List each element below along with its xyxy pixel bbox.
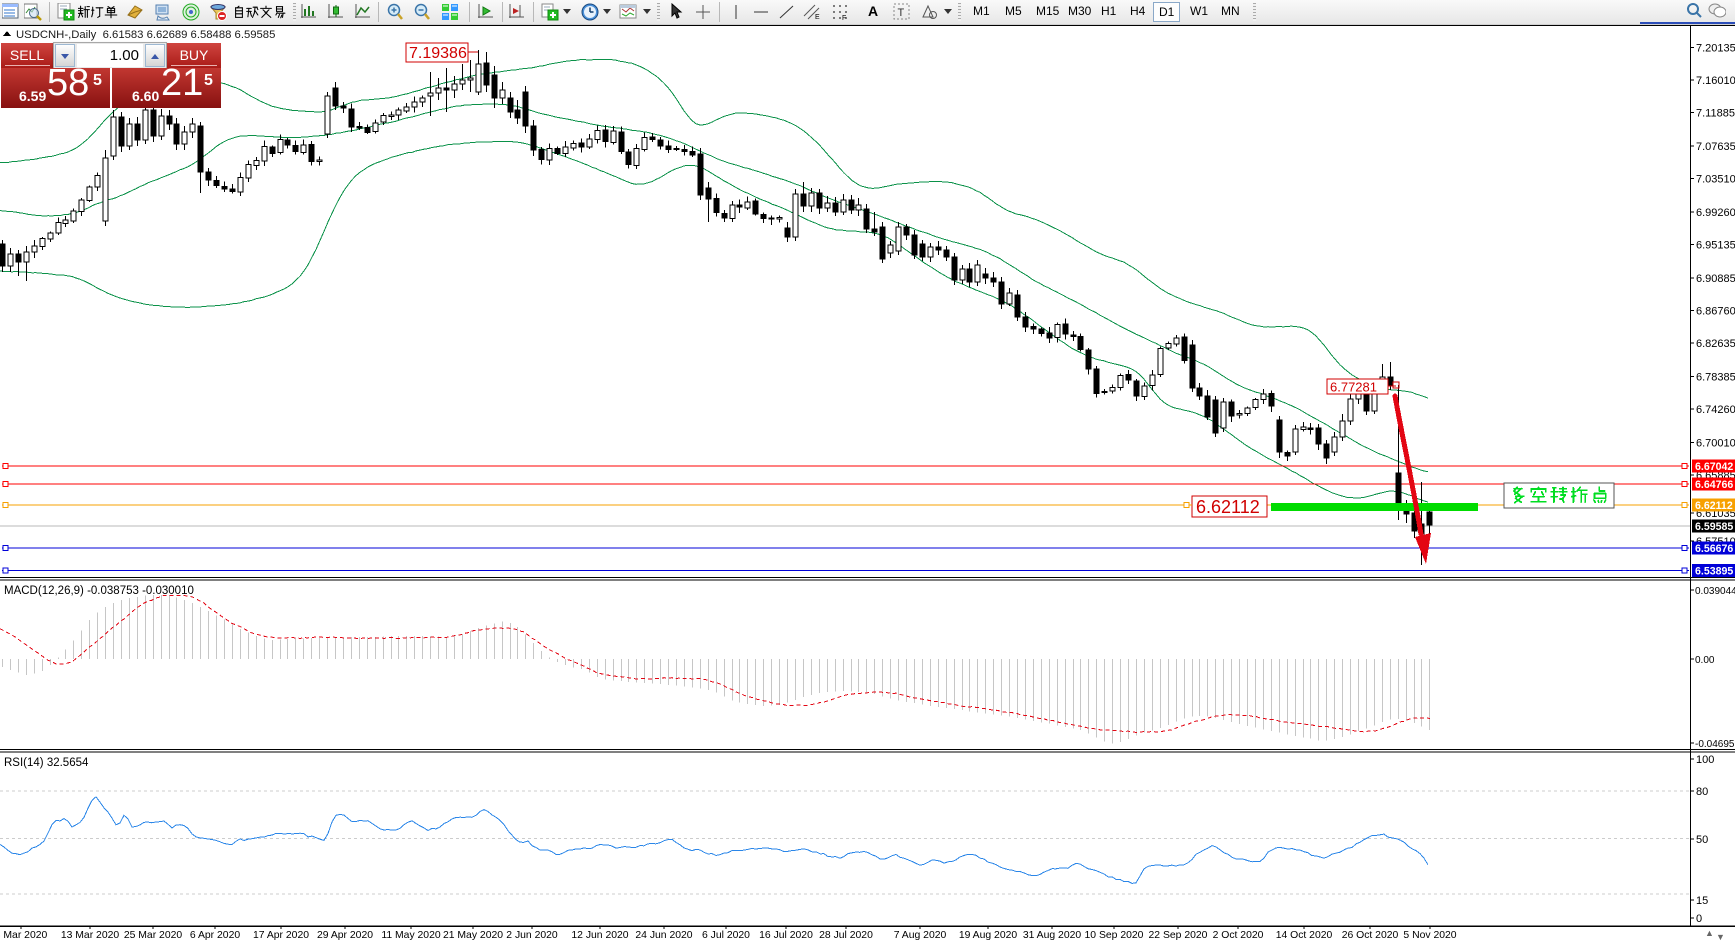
svg-text:T: T (898, 7, 905, 19)
svg-text:6.64766: 6.64766 (1695, 479, 1733, 491)
svg-text:16 Jul 2020: 16 Jul 2020 (759, 930, 813, 941)
svg-text:6.90885: 6.90885 (1696, 273, 1735, 285)
svg-text:6.53895: 6.53895 (1695, 566, 1733, 578)
svg-text:E: E (815, 14, 820, 21)
svg-text:6.56676: 6.56676 (1695, 543, 1733, 555)
svg-text:5 Nov 2020: 5 Nov 2020 (1403, 930, 1456, 941)
svg-text:15: 15 (1696, 895, 1708, 907)
svg-text:7.07635: 7.07635 (1696, 141, 1735, 153)
svg-text:2 Jun 2020: 2 Jun 2020 (506, 930, 558, 941)
svg-text:6.70010: 6.70010 (1696, 437, 1735, 449)
svg-text:17 Apr 2020: 17 Apr 2020 (253, 930, 309, 941)
svg-text:0.00: 0.00 (1695, 655, 1715, 666)
svg-text:3 Mar 2020: 3 Mar 2020 (0, 930, 48, 941)
svg-text:6.62112: 6.62112 (1196, 497, 1260, 517)
svg-text:26 Oct 2020: 26 Oct 2020 (1342, 930, 1399, 941)
svg-text:▲: ▲ (1705, 928, 1714, 938)
svg-text:6.78385: 6.78385 (1696, 371, 1735, 383)
svg-text:21 May 2020: 21 May 2020 (443, 930, 503, 941)
svg-text:F: F (842, 15, 846, 21)
svg-text:11 May 2020: 11 May 2020 (381, 930, 441, 941)
svg-text:MACD(12,26,9) -0.038753 -0.030: MACD(12,26,9) -0.038753 -0.030010 (4, 585, 194, 597)
svg-text:19 Aug 2020: 19 Aug 2020 (959, 930, 1018, 941)
svg-text:USDCNH-,Daily 6.61583 6.62689: USDCNH-,Daily 6.61583 6.62689 6.58488 6.… (16, 29, 275, 41)
svg-text:80: 80 (1696, 786, 1708, 798)
svg-text:25 Mar 2020: 25 Mar 2020 (124, 930, 183, 941)
svg-text:6 Jul 2020: 6 Jul 2020 (702, 930, 750, 941)
svg-text:6.86760: 6.86760 (1696, 305, 1735, 317)
svg-text:2 Oct 2020: 2 Oct 2020 (1213, 930, 1264, 941)
svg-text:7.20135: 7.20135 (1696, 42, 1735, 54)
svg-text:24 Jun 2020: 24 Jun 2020 (635, 930, 692, 941)
svg-text:6.77281: 6.77281 (1330, 380, 1377, 395)
svg-text:0.039044: 0.039044 (1695, 586, 1735, 597)
svg-text:10 Sep 2020: 10 Sep 2020 (1085, 930, 1144, 941)
svg-text:0: 0 (1696, 913, 1702, 925)
svg-text:6.74260: 6.74260 (1696, 404, 1735, 416)
svg-text:7 Aug 2020: 7 Aug 2020 (894, 930, 947, 941)
svg-text:6.59585: 6.59585 (1695, 521, 1733, 533)
svg-text:22 Sep 2020: 22 Sep 2020 (1149, 930, 1208, 941)
svg-text:6.62112: 6.62112 (1695, 500, 1733, 512)
svg-text:14 Oct 2020: 14 Oct 2020 (1276, 930, 1333, 941)
svg-text:7.11885: 7.11885 (1696, 107, 1735, 119)
svg-text:6.95135: 6.95135 (1696, 239, 1735, 251)
svg-text:50: 50 (1696, 834, 1708, 846)
svg-text:7.19386: 7.19386 (409, 45, 467, 62)
svg-text:12 Jun 2020: 12 Jun 2020 (571, 930, 628, 941)
svg-text:13 Mar 2020: 13 Mar 2020 (61, 930, 120, 941)
svg-text:6.67042: 6.67042 (1695, 461, 1733, 473)
svg-text:-0.046959: -0.046959 (1695, 739, 1735, 750)
svg-text:RSI(14) 32.5654: RSI(14) 32.5654 (4, 757, 89, 769)
svg-text:100: 100 (1696, 754, 1714, 766)
svg-text:6.82635: 6.82635 (1696, 338, 1735, 350)
svg-text:7.16010: 7.16010 (1696, 75, 1735, 87)
svg-text:29 Apr 2020: 29 Apr 2020 (317, 930, 373, 941)
svg-text:6 Apr 2020: 6 Apr 2020 (190, 930, 240, 941)
svg-text:6.99260: 6.99260 (1696, 207, 1735, 219)
svg-text:28 Jul 2020: 28 Jul 2020 (819, 930, 873, 941)
svg-text:7.03510: 7.03510 (1696, 173, 1735, 185)
svg-text:31 Aug 2020: 31 Aug 2020 (1023, 930, 1082, 941)
svg-text:▼: ▼ (1716, 932, 1725, 942)
